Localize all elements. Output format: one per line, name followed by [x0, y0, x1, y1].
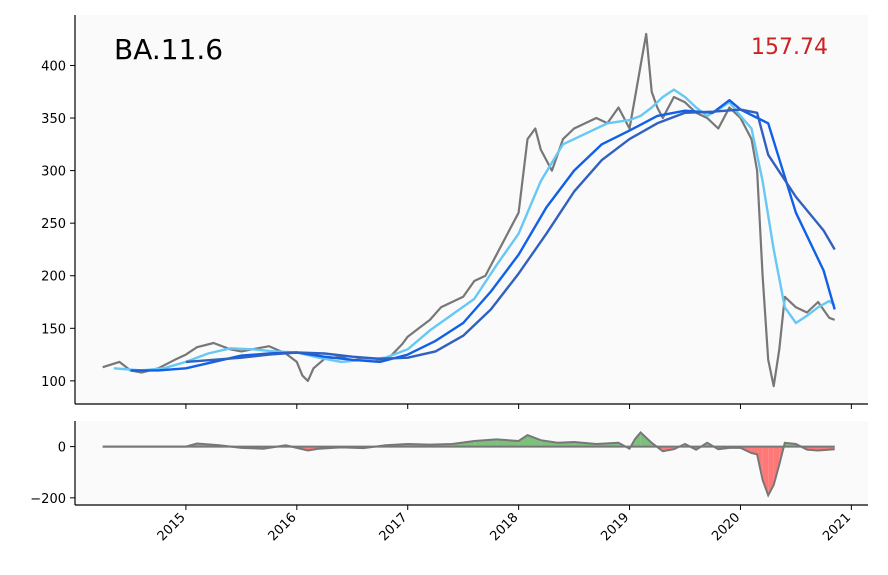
main-axes: 100 150 200 250 300 350 400 BA.11.6 157.74 [41, 15, 868, 409]
negative-area-segment [773, 446, 780, 486]
mid-ma-line [130, 99, 836, 372]
x-tick-label: 2017 [377, 510, 411, 544]
positive-area-segment [527, 435, 541, 447]
main-plot-background [75, 15, 868, 404]
main-y-tick-label: 350 [41, 112, 66, 127]
sub-x-ticks: 2015 2016 2017 2018 2019 2020 2021 [155, 505, 854, 544]
sub-axes: 0 −200 2015 2016 2017 2018 2019 2020 2021 [30, 421, 868, 544]
x-tick-label: 2018 [487, 510, 521, 544]
oscillator-line [102, 431, 835, 498]
positive-area-segment [518, 435, 528, 447]
positive-area-segment [635, 432, 641, 447]
main-y-tick-label: 200 [41, 270, 66, 285]
x-tick-label: 2020 [709, 510, 743, 544]
chart-title: BA.11.6 [114, 33, 223, 66]
main-y-ticks: 100 150 200 250 300 350 400 [41, 59, 75, 390]
main-y-tick-label: 100 [41, 375, 66, 390]
sub-y-ticks: 0 −200 [30, 441, 75, 507]
sub-plot-background [75, 421, 868, 505]
x-tick-label: 2021 [820, 510, 854, 544]
price-line [102, 32, 836, 388]
last-price-label: 157.74 [751, 35, 828, 60]
x-tick-label: 2016 [266, 510, 300, 544]
main-y-tick-label: 250 [41, 217, 66, 232]
main-y-tick-label: 300 [41, 165, 66, 180]
main-y-tick-label: 400 [41, 59, 66, 74]
sub-series-group [102, 431, 835, 498]
main-series-group [102, 32, 836, 388]
sub-y-tick-label: −200 [30, 492, 66, 507]
sub-y-tick-label: 0 [58, 441, 66, 456]
main-y-tick-label: 150 [41, 322, 66, 337]
fast-ma-line [113, 88, 836, 372]
main-x-ticks [185, 404, 852, 409]
x-tick-label: 2015 [155, 510, 189, 544]
slow-ma-line [185, 108, 836, 364]
x-tick-label: 2019 [598, 510, 632, 544]
negative-area-segment [768, 446, 774, 496]
